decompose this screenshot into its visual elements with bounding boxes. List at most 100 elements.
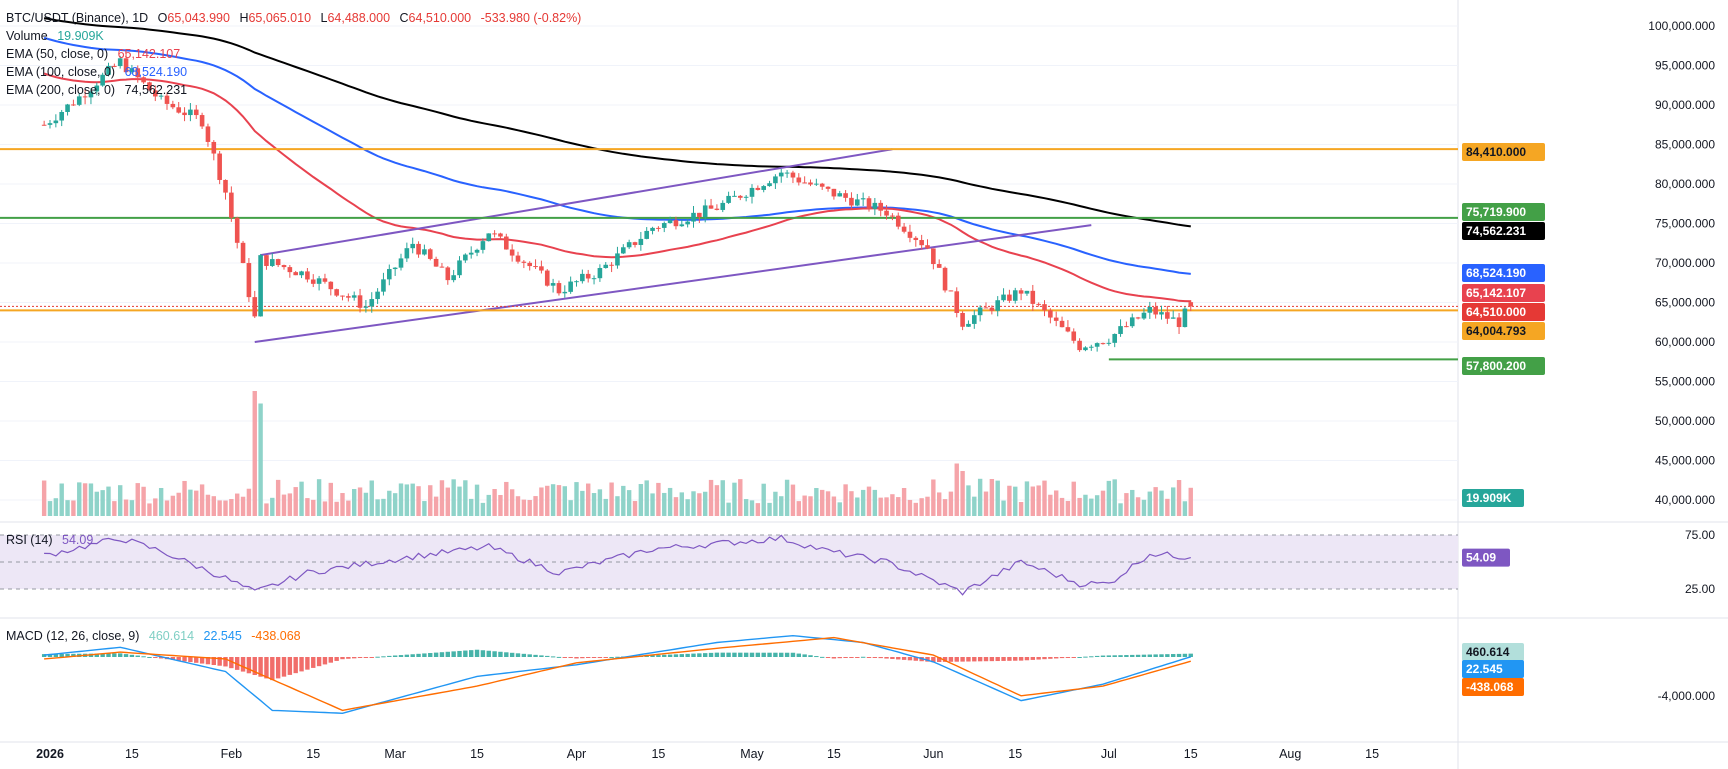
candle-body	[1001, 294, 1006, 301]
candle-body	[860, 198, 866, 200]
candle-body	[550, 283, 556, 286]
volume-bar	[59, 483, 64, 516]
candle-body	[71, 104, 76, 106]
volume-bar	[849, 491, 854, 516]
volume-bar	[615, 496, 620, 516]
volume-bar	[53, 498, 59, 516]
volume-bar	[662, 492, 667, 516]
y-tick-label: 70,000.000	[1655, 256, 1715, 270]
macd-histogram-bar	[726, 652, 731, 657]
candle-body	[650, 227, 655, 231]
candle-body	[363, 306, 369, 308]
macd-tick-label: -4,000.000	[1658, 689, 1716, 703]
volume-bar	[972, 496, 977, 516]
macd-histogram-bar	[480, 650, 486, 657]
ema100-value: 68,524.190	[124, 65, 188, 79]
volume-bar	[275, 479, 281, 516]
candle-body	[890, 215, 895, 217]
open-label: O	[157, 11, 168, 25]
macd-histogram-bar	[515, 653, 521, 657]
candle-body	[480, 241, 486, 250]
volume-bar	[1013, 486, 1018, 516]
macd-histogram-bar	[381, 656, 386, 658]
candle-body	[989, 307, 995, 311]
price-tag-text: 68,524.190	[1466, 266, 1526, 280]
volume-bar	[720, 480, 725, 516]
volume-bar	[1153, 487, 1158, 516]
candle-body	[667, 220, 673, 224]
volume-bar	[545, 485, 550, 516]
candle-body	[1059, 320, 1065, 328]
candle-body	[310, 279, 316, 284]
candle-body	[755, 187, 761, 190]
candle-body	[773, 176, 778, 184]
macd-histogram-bar	[960, 657, 965, 662]
macd-histogram-bar	[703, 653, 708, 657]
macd-histogram-bar	[94, 653, 99, 657]
volume-bar	[1147, 491, 1152, 516]
macd-histogram-bar	[311, 657, 316, 668]
macd-histogram-bar	[188, 657, 193, 663]
price-tag-box	[1462, 548, 1510, 567]
y-tick-label: 75,000.000	[1655, 217, 1715, 231]
candle-body	[1159, 312, 1164, 315]
x-tick-label: 2026	[36, 747, 64, 761]
low-value: 64,488.000	[327, 11, 391, 25]
candle-body	[1048, 310, 1053, 318]
candle-body	[638, 238, 644, 245]
candle-body	[544, 270, 550, 286]
volume-bar	[398, 483, 404, 516]
candle-body	[147, 82, 152, 91]
volume-bar	[796, 501, 801, 516]
candle-body	[205, 126, 211, 142]
candle-body	[182, 112, 187, 116]
channel-upper-line	[260, 148, 893, 257]
candle-body	[1182, 308, 1188, 328]
macd-histogram-bar	[860, 656, 866, 658]
price-tag-text: 64,004.793	[1466, 324, 1526, 338]
candle-body	[521, 261, 527, 263]
volume-bar	[580, 490, 585, 516]
macd-histogram-bar	[942, 657, 948, 662]
candle-body	[732, 195, 737, 197]
macd-histogram-bar	[796, 653, 801, 657]
macd-histogram-bar	[205, 657, 211, 665]
candle-body	[1118, 326, 1123, 334]
macd-histogram-bar	[281, 657, 287, 677]
macd-histogram-bar	[550, 656, 556, 658]
macd-histogram-bar	[100, 653, 105, 657]
candle-body	[76, 96, 82, 105]
macd-histogram-bar	[667, 654, 673, 657]
macd-histogram-bar	[808, 655, 813, 657]
macd-histogram-bar	[118, 653, 123, 657]
volume-bar	[855, 497, 860, 516]
macd-histogram-bar	[586, 657, 591, 658]
macd-histogram-bar	[866, 657, 872, 658]
macd-histogram-bar	[989, 657, 995, 662]
volume-bar	[802, 495, 807, 516]
candle-body	[656, 227, 661, 229]
price-tag-text: 22.545	[1466, 662, 1503, 676]
volume-bar	[112, 501, 117, 516]
candle-body	[533, 266, 538, 268]
volume-bar	[1118, 503, 1123, 516]
price-tag-box	[1462, 660, 1524, 678]
macd-histogram-bar	[773, 652, 778, 657]
candle-body	[673, 220, 679, 227]
volume-bar	[1135, 497, 1141, 516]
volume-bar	[1059, 497, 1065, 516]
volume-bar	[977, 478, 983, 516]
macd-histogram-bar	[469, 650, 474, 657]
macd-histogram-bar	[229, 657, 234, 669]
candle-body	[778, 172, 784, 177]
volume-bar	[860, 489, 866, 516]
volume-bar	[1100, 490, 1106, 516]
macd-histogram-bar	[679, 654, 684, 657]
macd-histogram-bar	[650, 655, 655, 657]
volume-bar	[907, 499, 913, 516]
ema50-label: EMA (50, close, 0)	[6, 47, 109, 61]
macd-histogram-bar	[410, 654, 415, 657]
volume-bar	[703, 491, 708, 516]
volume-bar	[1089, 498, 1094, 516]
